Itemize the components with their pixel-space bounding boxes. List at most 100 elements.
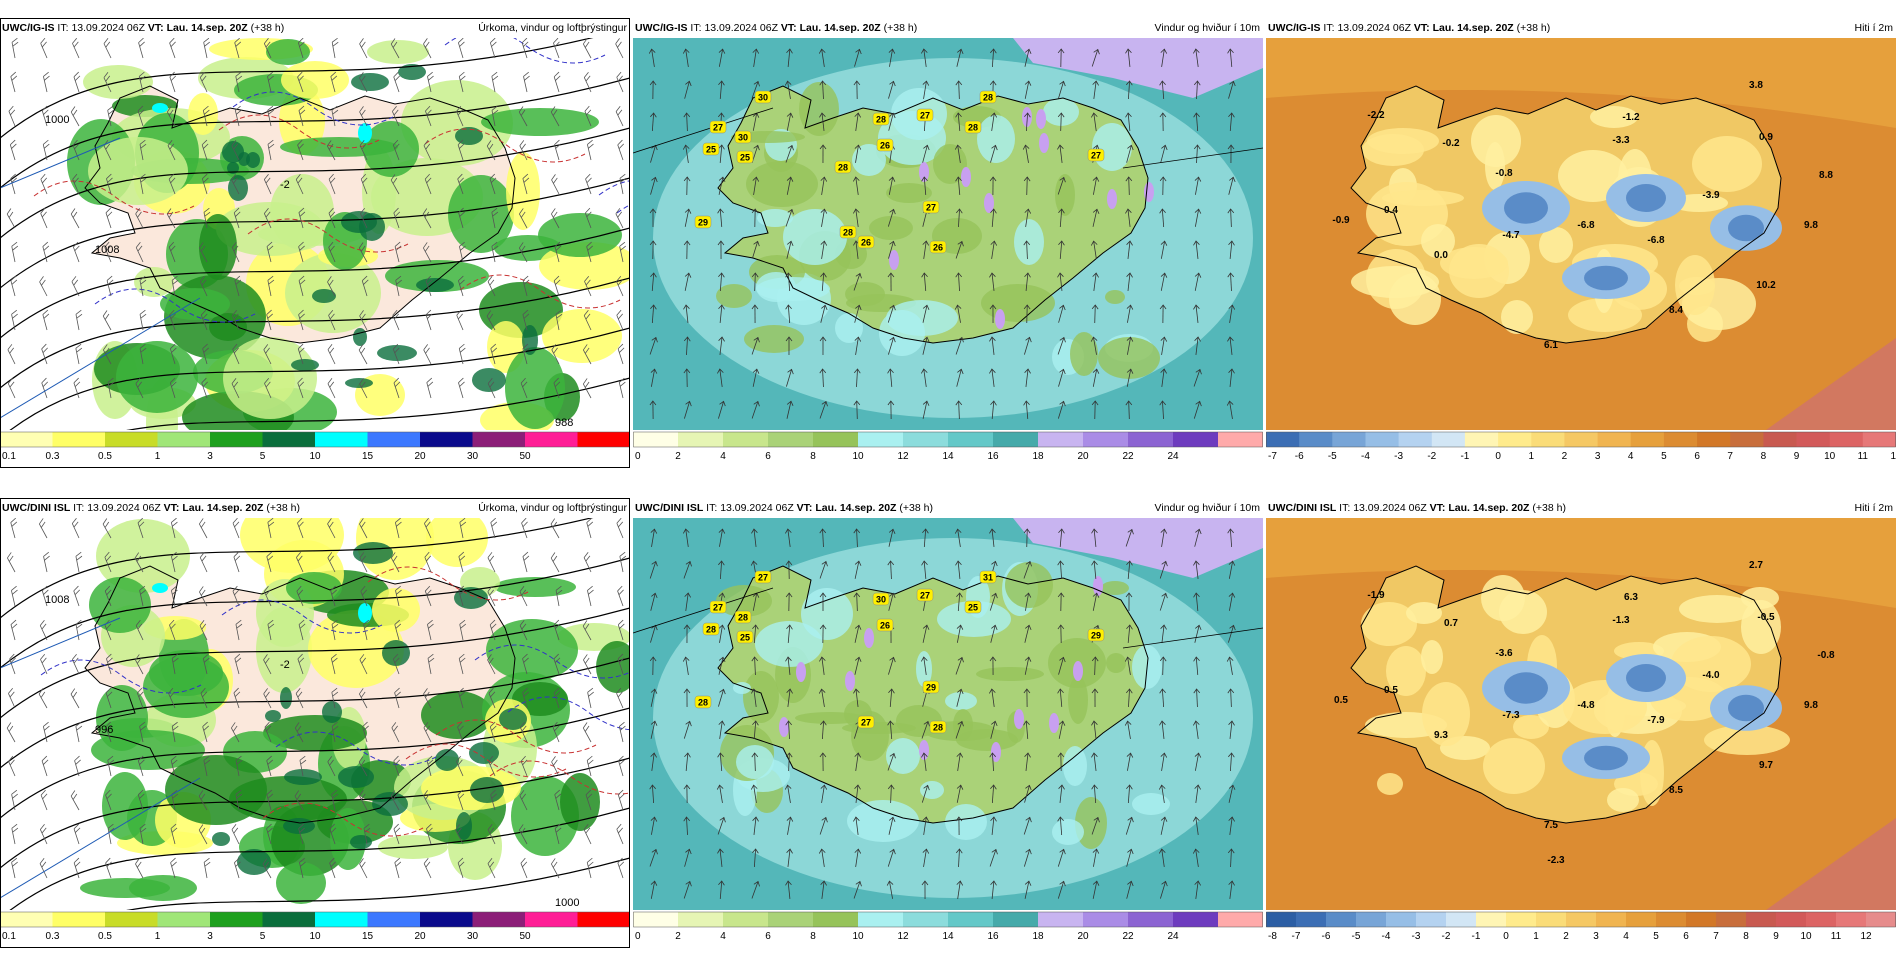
model-name: UWC/DINI ISL xyxy=(2,502,70,514)
colorbar-swatch xyxy=(158,912,211,927)
precip-peak xyxy=(152,583,168,593)
valid-time-label: VT: xyxy=(797,502,813,514)
model-name: UWC/IG-IS xyxy=(635,22,688,34)
forecast-panel: UWC/DINI ISL IT: 13.09.2024 06Z VT: Lau.… xyxy=(633,498,1263,953)
gust-marker: 27 xyxy=(710,121,726,133)
gust-value: 25 xyxy=(706,145,716,155)
colorbar-swatch xyxy=(1476,912,1507,927)
precip-area xyxy=(88,137,188,205)
colorbar-swatch xyxy=(1128,912,1174,927)
colorbar-swatch xyxy=(903,912,949,927)
colorbar-swatch xyxy=(1746,912,1777,927)
colorbar-tick-label: -4 xyxy=(1382,931,1391,942)
colorbar-tick-label: 3 xyxy=(1595,451,1601,462)
init-time-label: IT: xyxy=(73,502,84,514)
colorbar-tick-label: 2 xyxy=(675,931,681,942)
precip-area xyxy=(102,772,148,840)
wind-speed-area xyxy=(795,712,865,724)
temp-area xyxy=(1367,128,1439,154)
colorbar-swatch xyxy=(1332,432,1366,447)
gust-value: 28 xyxy=(968,123,978,133)
precip-area xyxy=(486,619,578,681)
cold-core xyxy=(1584,746,1628,771)
forecast-panel: UWC/DINI ISL IT: 13.09.2024 06Z VT: Lau.… xyxy=(1266,498,1896,953)
colorbar-swatch xyxy=(1506,912,1537,927)
gust-value: 27 xyxy=(713,123,723,133)
colorbar-swatch xyxy=(420,432,473,447)
colorbar-swatch xyxy=(1866,912,1896,927)
wind-speed-area xyxy=(945,692,977,710)
colorbar-swatch xyxy=(368,912,421,927)
gust-value: 27 xyxy=(920,591,930,601)
init-time-label: IT: xyxy=(57,22,68,34)
temperature-value: 2.7 xyxy=(1749,560,1763,571)
wind-speed-area xyxy=(879,310,925,356)
precip-heavy xyxy=(246,152,260,168)
init-time-label: IT: xyxy=(1339,502,1350,514)
temperature-value: -1.9 xyxy=(1367,590,1385,601)
panel-header: UWC/DINI ISL IT: 13.09.2024 06Z VT: Lau.… xyxy=(1266,498,1896,518)
gust-marker: 28 xyxy=(840,226,856,238)
strong-wind-area xyxy=(1107,189,1117,209)
precip-heavy xyxy=(280,687,292,709)
precip-heavy xyxy=(284,769,322,785)
colorbar-tick-label: 24 xyxy=(1167,931,1179,942)
colorbar-tick-label: 8 xyxy=(810,451,816,462)
strong-wind-area xyxy=(995,309,1005,329)
colorbar-swatch xyxy=(633,432,679,447)
temperature-value: -7.3 xyxy=(1502,710,1520,721)
colorbar-tick-label: 12 xyxy=(897,931,909,942)
gust-marker: 27 xyxy=(755,571,771,583)
gust-value: 28 xyxy=(698,698,708,708)
gust-value: 28 xyxy=(843,228,853,238)
colorbar-tick-label: 11 xyxy=(1858,451,1869,462)
gust-marker: 25 xyxy=(737,631,753,643)
wind-speed-area xyxy=(743,671,779,723)
colorbar-tick-label: 50 xyxy=(519,451,531,462)
precip-heavy xyxy=(291,359,319,371)
strong-wind-area xyxy=(1093,576,1103,596)
temperature-value: 9.8 xyxy=(1804,700,1818,711)
forecast-panel: UWC/DINI ISL IT: 13.09.2024 06Z VT: Lau.… xyxy=(0,498,630,953)
colorbar-swatch xyxy=(105,432,158,447)
colorbar-swatch xyxy=(723,432,769,447)
field-title: Hiti í 2m xyxy=(1854,18,1893,38)
pressure-label: -2 xyxy=(280,179,290,191)
colorbar-tick-label: 1 xyxy=(1533,931,1539,942)
wind-speed-area xyxy=(1063,746,1087,786)
lead-time: (+38 h) xyxy=(884,22,918,34)
colorbar-swatch xyxy=(1730,432,1764,447)
init-time: 13.09.2024 06Z xyxy=(720,502,794,514)
colorbar-tick-label: 0.3 xyxy=(46,931,60,942)
valid-time-label: VT: xyxy=(1430,502,1446,514)
colorbar-tick-label: 10 xyxy=(309,931,321,942)
colorbar-swatch xyxy=(315,432,368,447)
colorbar-tick-label: 4 xyxy=(1628,451,1634,462)
gust-value: 29 xyxy=(926,683,936,693)
colorbar-tick-label: 12 xyxy=(897,451,909,462)
temperature-value: 0.9 xyxy=(1759,132,1773,143)
colorbar-swatch xyxy=(1596,912,1627,927)
colorbar-tick-label: 22 xyxy=(1122,451,1134,462)
precip-heavy xyxy=(416,278,454,292)
colorbar-swatch xyxy=(315,912,368,927)
colorbar-tick-label: 0 xyxy=(635,931,641,942)
gust-marker: 30 xyxy=(735,131,751,143)
colorbar-swatch xyxy=(158,432,211,447)
colorbar-swatch xyxy=(1763,432,1797,447)
temperature-value: -6.8 xyxy=(1577,220,1595,231)
temperature-value: 8.8 xyxy=(1819,170,1833,181)
colorbar-tick-label: 14 xyxy=(942,451,954,462)
pressure-label: 1000 xyxy=(555,897,579,909)
lead-time: (+38 h) xyxy=(899,502,933,514)
wind-speed-area xyxy=(981,284,1055,322)
colorbar-swatch xyxy=(858,912,904,927)
temp-area xyxy=(1501,300,1533,334)
precip-heavy xyxy=(338,766,374,788)
gust-value: 30 xyxy=(876,595,886,605)
precip-heavy xyxy=(350,835,372,849)
